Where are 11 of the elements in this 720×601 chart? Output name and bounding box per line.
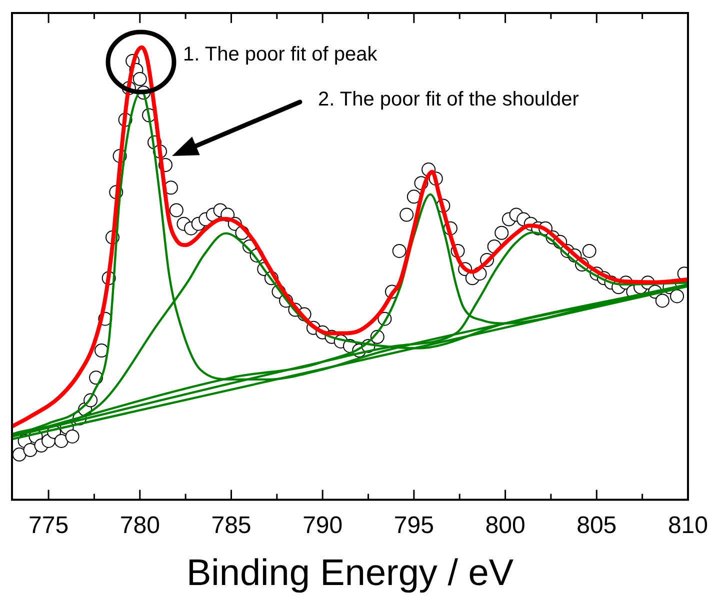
x-tick-label: 805 (576, 512, 617, 539)
annotation: 1. The poor fit of peak (183, 44, 378, 66)
x-tick-label: 790 (302, 512, 343, 539)
x-tick-label: 775 (28, 512, 69, 539)
x-axis-title: Binding Energy / eV (186, 552, 514, 594)
x-tick-label: 800 (485, 512, 526, 539)
x-tick-label: 795 (394, 512, 434, 539)
annotation: 2. The poor fit of the shoulder (318, 88, 580, 111)
x-tick-label: 780 (120, 512, 160, 539)
x-tick-label: 785 (211, 512, 252, 539)
x-tick-label: 810 (668, 512, 708, 539)
